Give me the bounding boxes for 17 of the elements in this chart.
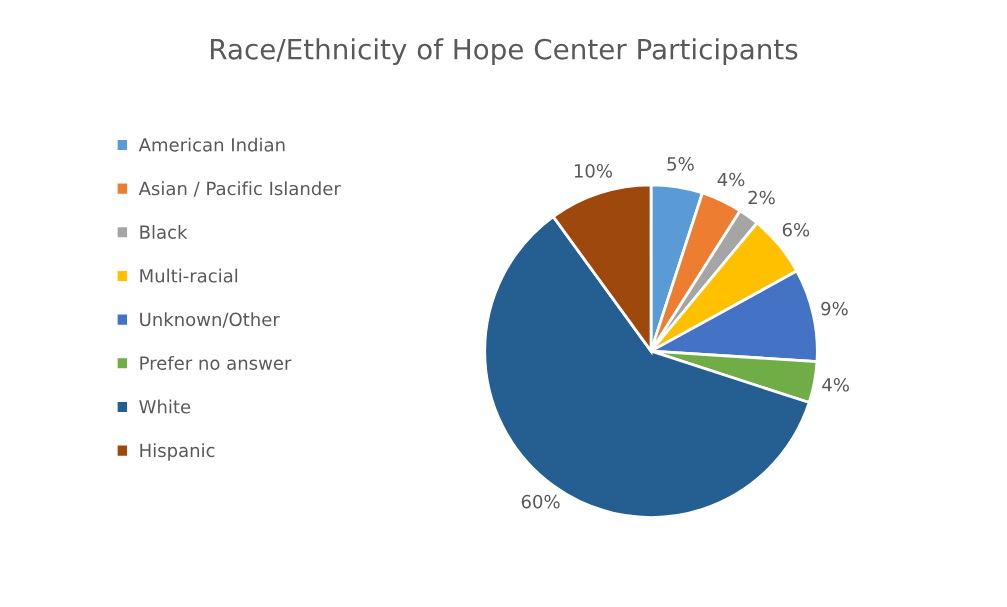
data-label: 10% bbox=[574, 163, 613, 178]
legend-label: Prefer no answer bbox=[140, 355, 292, 370]
chart-title: Race/Ethnicity of Hope Center Participants bbox=[210, 38, 798, 66]
data-label: 4% bbox=[822, 377, 849, 392]
legend-label: Multi-racial bbox=[140, 268, 238, 283]
data-label: 9% bbox=[821, 301, 848, 316]
data-label: 2% bbox=[748, 190, 775, 205]
legend-label: American Indian bbox=[138, 137, 285, 152]
data-label: 60% bbox=[521, 494, 560, 509]
data-label: 6% bbox=[782, 222, 810, 237]
legend-label: Unknown/Other bbox=[140, 312, 280, 328]
legend-label: Black bbox=[140, 224, 188, 239]
legend-label: Asian / Pacific Islander bbox=[138, 181, 341, 197]
legend-label: Hispanic bbox=[140, 443, 215, 461]
data-label: 5% bbox=[667, 157, 694, 171]
data-label: 4% bbox=[717, 172, 745, 187]
legend-label: White bbox=[139, 399, 191, 414]
